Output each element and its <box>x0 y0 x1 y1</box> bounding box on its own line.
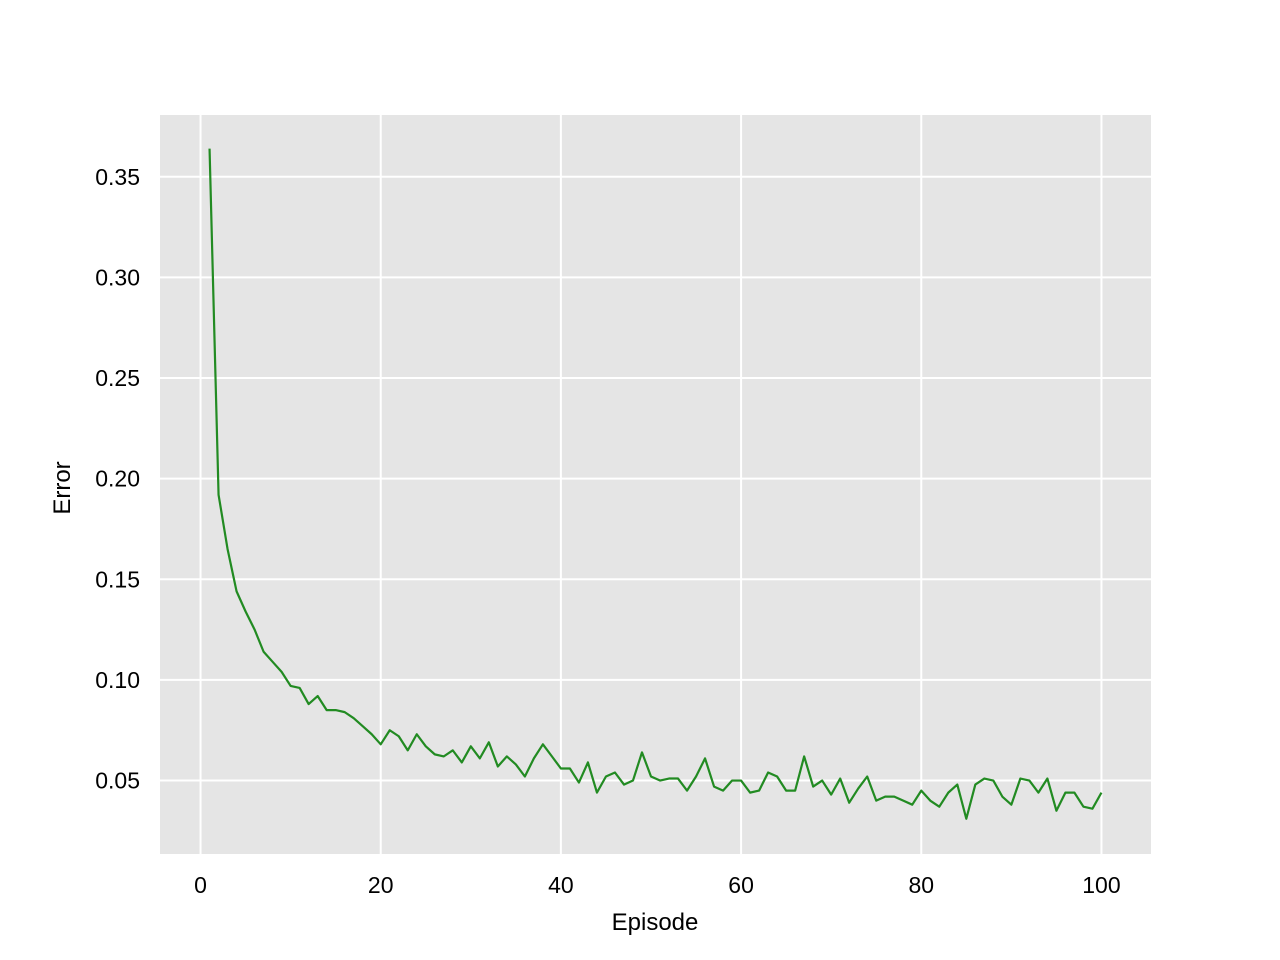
grid-lines <box>160 115 1151 854</box>
series-line <box>208 148 1103 820</box>
x-tick-label: 40 <box>548 872 574 898</box>
x-tick-label: 0 <box>194 872 207 898</box>
y-tick-label: 0.25 <box>95 365 140 391</box>
x-tick-labels: 0 20 40 60 80 100 <box>194 872 1120 898</box>
y-axis-label: Error <box>49 461 76 514</box>
y-tick-label: 0.20 <box>95 466 140 492</box>
y-tick-label: 0.05 <box>95 768 140 794</box>
x-tick-label: 20 <box>368 872 394 898</box>
x-tick-label: 100 <box>1082 872 1120 898</box>
x-tick-label: 80 <box>908 872 934 898</box>
plot-area <box>160 115 1151 854</box>
y-tick-label: 0.10 <box>95 667 140 693</box>
y-tick-label: 0.35 <box>95 164 140 190</box>
x-tick-label: 60 <box>728 872 754 898</box>
y-tick-label: 0.15 <box>95 566 140 592</box>
y-tick-labels: 0.05 0.10 0.15 0.20 0.25 0.30 0.35 <box>95 164 140 794</box>
series-lines <box>208 148 1103 820</box>
x-axis-label: Episode <box>612 909 699 936</box>
y-tick-label: 0.30 <box>95 264 140 290</box>
